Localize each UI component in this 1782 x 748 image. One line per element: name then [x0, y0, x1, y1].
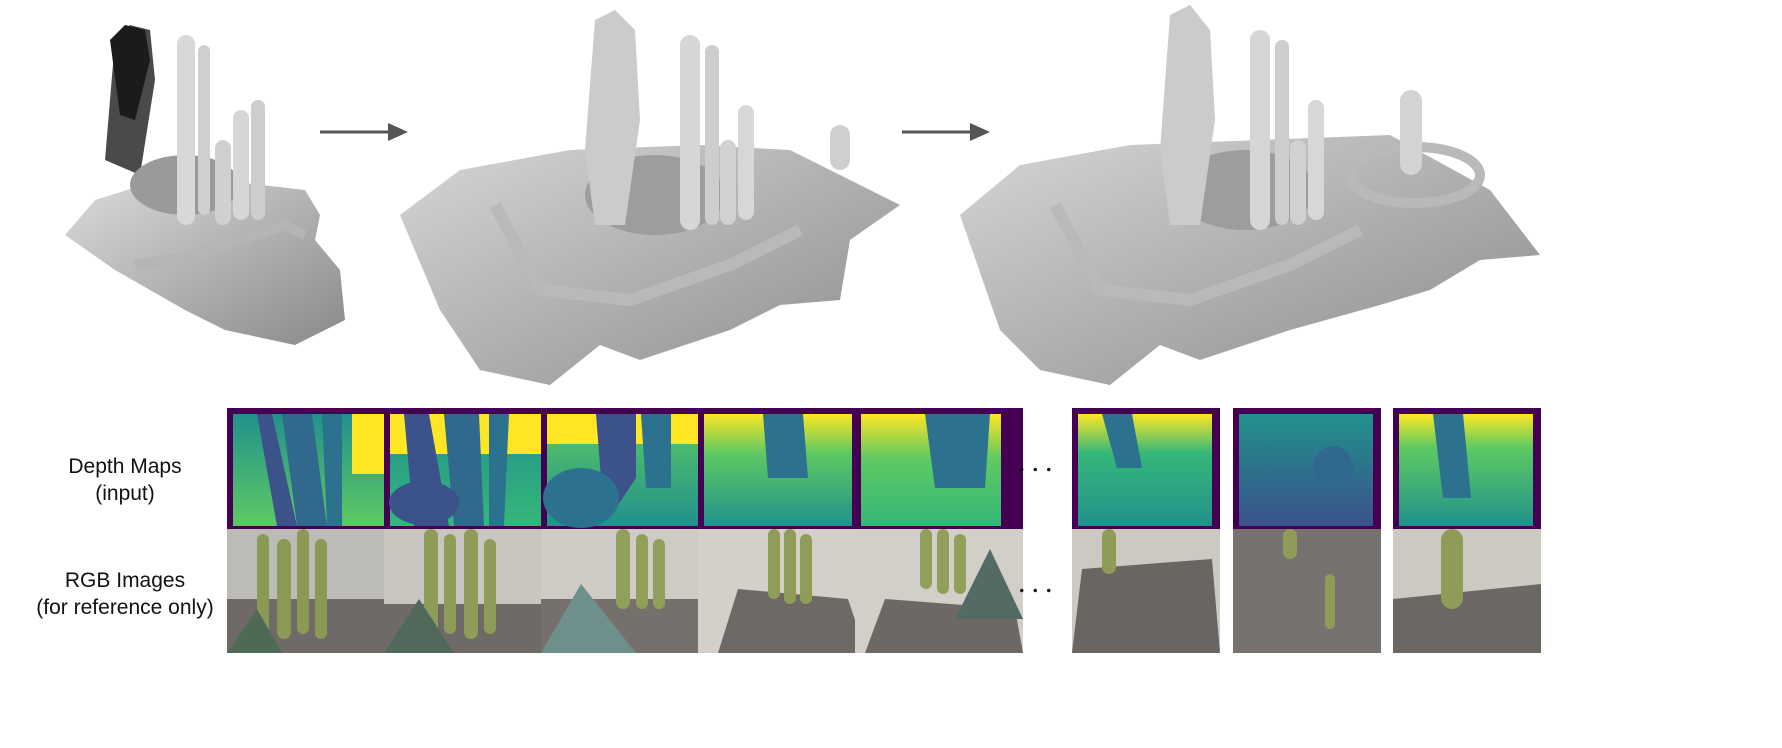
arrow-icon — [902, 123, 990, 141]
rgb-image-frame-1 — [227, 529, 395, 653]
ellipsis-depth: ... — [1018, 445, 1059, 478]
rgb-image-frame-3 — [541, 529, 709, 653]
rgb-image-frame-4 — [698, 529, 866, 653]
arrow-icon — [320, 123, 408, 141]
rgb-image-frame-5 — [855, 529, 1023, 653]
depth-map-frame-6 — [1072, 408, 1220, 532]
ellipsis-rgb: ... — [1018, 566, 1059, 599]
depth-maps-subtitle: (input) — [95, 482, 155, 505]
depth-map-frame-5 — [855, 408, 1023, 532]
depth-map-frame-8 — [1393, 408, 1541, 532]
mesh-reconstruction-3 — [960, 5, 1540, 385]
rgb-image-frame-7 — [1233, 529, 1381, 653]
rgb-images-label: RGB Images (for reference only) — [20, 567, 230, 621]
mesh-reconstruction-2 — [400, 10, 900, 385]
rgb-images-subtitle: (for reference only) — [36, 596, 214, 619]
rgb-image-frame-8 — [1393, 529, 1541, 653]
mesh-reconstruction-1 — [65, 25, 345, 345]
depth-map-frame-1 — [227, 408, 395, 532]
rgb-image-frame-2 — [384, 529, 552, 653]
depth-maps-title: Depth Maps — [68, 455, 182, 478]
depth-maps-label: Depth Maps (input) — [25, 453, 225, 507]
depth-map-frame-4 — [698, 408, 866, 532]
depth-map-frame-2 — [384, 408, 552, 532]
depth-map-frame-7 — [1233, 408, 1381, 532]
depth-map-frame-3 — [541, 408, 709, 532]
rgb-images-title: RGB Images — [64, 569, 186, 592]
rgb-image-frame-6 — [1072, 529, 1220, 653]
